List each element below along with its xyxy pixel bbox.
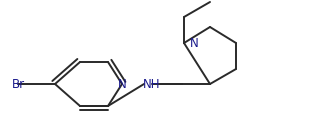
- Text: N: N: [118, 78, 126, 90]
- Text: N: N: [190, 37, 199, 49]
- Text: Br: Br: [11, 78, 24, 90]
- Text: NH: NH: [143, 78, 161, 90]
